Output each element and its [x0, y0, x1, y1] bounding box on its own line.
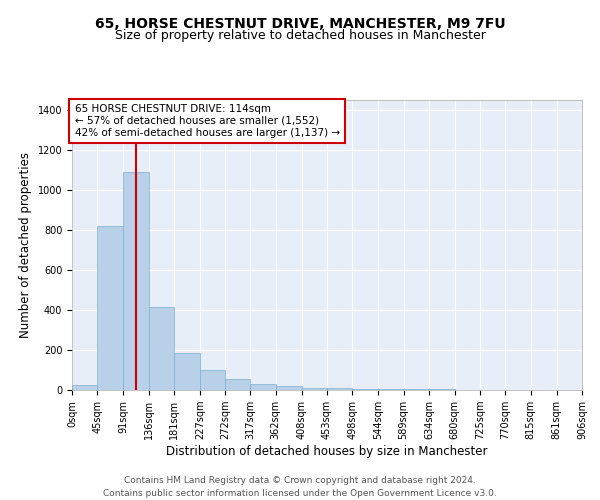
Bar — [200, 370, 225, 390]
Bar — [250, 384, 276, 390]
Bar — [97, 226, 123, 390]
Bar — [352, 388, 378, 390]
Bar — [404, 389, 429, 390]
Bar — [302, 388, 327, 390]
Y-axis label: Number of detached properties: Number of detached properties — [19, 152, 32, 338]
Bar — [327, 388, 352, 390]
Bar — [72, 385, 97, 390]
Bar — [123, 172, 149, 390]
Bar — [378, 389, 404, 390]
Text: Contains HM Land Registry data © Crown copyright and database right 2024.
Contai: Contains HM Land Registry data © Crown c… — [103, 476, 497, 498]
Bar — [174, 353, 200, 390]
X-axis label: Distribution of detached houses by size in Manchester: Distribution of detached houses by size … — [166, 445, 488, 458]
Text: Size of property relative to detached houses in Manchester: Size of property relative to detached ho… — [115, 29, 485, 42]
Bar — [149, 307, 174, 390]
Text: 65 HORSE CHESTNUT DRIVE: 114sqm
← 57% of detached houses are smaller (1,552)
42%: 65 HORSE CHESTNUT DRIVE: 114sqm ← 57% of… — [74, 104, 340, 138]
Bar — [276, 386, 302, 390]
Text: 65, HORSE CHESTNUT DRIVE, MANCHESTER, M9 7FU: 65, HORSE CHESTNUT DRIVE, MANCHESTER, M9… — [95, 18, 505, 32]
Bar — [225, 379, 250, 390]
